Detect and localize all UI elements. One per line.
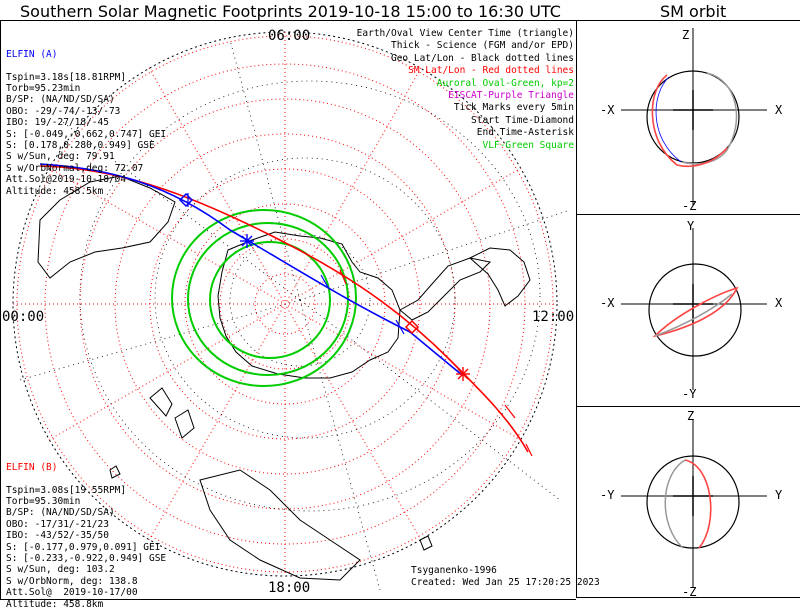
legend-entry: Thick - Science (FGM and/or EPD) — [390, 40, 574, 52]
elfin-a-info-line: S: [-0.049,-0.662,0.747] GEI — [6, 128, 167, 140]
hour-label-06: 06:00 — [268, 28, 310, 44]
geo-grid — [19, 39, 571, 591]
hour-label-00: 00:00 — [2, 309, 44, 325]
elfin-b-info-line: S: [-0.177,0.979,0.091] GEI — [6, 541, 161, 553]
elfin-b-info-line: S: [-0.233,-0.922,0.949] GSE — [6, 552, 167, 564]
elfin-a-info-line: Torb=95.23min — [6, 83, 81, 94]
elfin-b-info-line: Att.Sol@ 2019-10-17/00 — [6, 587, 138, 599]
elfin-a-info: ELFIN (A) Tspin=3.18s[18.81RPM] Torb=95.2… — [6, 26, 166, 197]
legend-entry: Geo Lat/Lon - Black dotted lines — [390, 52, 574, 64]
legend-entry: VLF-Green Square — [482, 139, 574, 151]
orbit-panel-xy: Y -Y -X X — [600, 219, 783, 401]
elfin-b-info-line: Tspin=3.08s[19.55RPM] — [6, 484, 127, 496]
orbit3-top-label: Z — [687, 409, 694, 423]
elfin-a-info-line: Tspin=3.18s[18.81RPM] — [6, 71, 127, 83]
map-legend: Earth/Oval View Center Time (triangle) Th… — [357, 28, 574, 152]
legend-entry: End Time-Asterisk — [476, 127, 574, 139]
elfin-a-info-line: S w/Sun, deg: 79.91 — [6, 151, 115, 163]
orbit1-right-label: X — [775, 103, 783, 117]
tick-marks — [187, 193, 533, 457]
legend-entry: SM Lat/Lon - Red dotted lines — [408, 65, 574, 77]
southern-islands — [109, 465, 433, 551]
created-timestamp: Created: Wed Jan 25 17:20:25 2023 — [411, 577, 600, 588]
orbit2-right-label: X — [775, 296, 783, 310]
elfin-b-info-line: Altitude: 458.8km — [6, 598, 104, 610]
south-america-coast — [469, 247, 531, 307]
elfin-b-info-line: OBO: -17/31/-21/23 — [6, 518, 109, 530]
orbit2-top-label: Y — [687, 219, 695, 233]
elfin-b-name: ELFIN (B) — [6, 461, 58, 473]
main-title: Southern Solar Magnetic Footprints 2019-… — [20, 2, 561, 21]
auroral-oval — [171, 209, 357, 387]
elfin-b-track — [39, 165, 529, 453]
coastlines — [37, 175, 531, 581]
orbit3-bottom-label: -Z — [682, 585, 696, 598]
elfin-a-info-line: Att.Sol@2019-10-18/04 — [6, 174, 127, 186]
orbit-panel-divider — [576, 214, 800, 215]
model-credit: Tsyganenko-1996 — [411, 565, 497, 576]
elfin-a-start-diamond — [178, 192, 194, 208]
legend-entry: Earth/Oval View Center Time (triangle) — [356, 28, 574, 39]
elfin-a-info-line: B/SP: (NA/ND/SD/SA) — [6, 94, 115, 106]
credits: Tsyganenko-1996 Created: Wed Jan 25 17:2… — [411, 565, 600, 589]
antarctica-coast — [217, 231, 401, 379]
africa-coast — [199, 469, 361, 581]
elfin-a-track — [39, 163, 463, 376]
orbit1-left-label: -X — [600, 103, 615, 117]
peninsula-coast — [399, 257, 492, 321]
orbit3-left-label: -Y — [600, 488, 615, 502]
elfin-b-start-diamond — [404, 319, 420, 335]
hour-label-18: 18:00 — [268, 580, 310, 596]
elfin-a-name: ELFIN (A) — [6, 48, 58, 60]
elfin-a-info-line: Altitude: 458.5km — [6, 185, 104, 197]
orbit-panels-frame — [576, 20, 800, 598]
elfin-b-info-line: S w/OrbNorm, deg: 138.8 — [6, 575, 138, 587]
polar-footprint-map: 06:00 12:00 18:00 00:00 — [0, 20, 576, 600]
orbit2-bottom-label: -Y — [682, 387, 697, 401]
orbit1-bottom-label: -Z — [682, 199, 696, 213]
orbit-panel-divider — [576, 406, 800, 407]
nz-coast — [149, 387, 195, 439]
elfin-b-end-asterisk — [456, 367, 470, 381]
legend-entry: Auroral Oval-Green, kp=2 — [436, 77, 574, 89]
elfin-a-info-line: S: [0.178,0.280,0.949] GSE — [6, 139, 155, 151]
elfin-a-info-line: S w/OrbNormal,deg: 72.07 — [6, 162, 144, 174]
elfin-b-info-line: IBO: -43/52/-35/50 — [6, 530, 109, 542]
elfin-a-info-line: OBO: -29/-74/-13/-73 — [6, 105, 121, 117]
orbit3-right-label: Y — [775, 488, 783, 502]
elfin-a-end-asterisk — [240, 234, 254, 248]
orbit-panel-xz: Z -Z -X X — [600, 28, 783, 213]
legend-entry: EISCAT-Purple Triangle — [448, 89, 574, 101]
elfin-b-info: ELFIN (B) Tspin=3.08s[19.55RPM] Torb=95.3… — [6, 439, 166, 610]
elfin-b-info-line: Torb=95.30min — [6, 496, 81, 507]
orbit-panel-yz: Z -Z -Y Y — [600, 409, 783, 598]
orbit2-left-label: -X — [600, 296, 615, 310]
australia-coast — [37, 175, 176, 279]
legend-entry: Start Time-Diamond — [471, 114, 574, 126]
hour-label-12: 12:00 — [532, 309, 574, 325]
orbit1-top-label: Z — [682, 28, 689, 42]
elfin-b-info-line: B/SP: (NA/ND/SD/SA) — [6, 507, 115, 519]
elfin-a-info-line: IBO: 19/-27/18/-45 — [6, 117, 109, 129]
elfin-b-info-line: S w/Sun, deg: 103.2 — [6, 564, 115, 576]
legend-entry: Tick Marks every 5min — [453, 102, 574, 114]
orbit-panel-title: SM orbit — [660, 2, 727, 21]
